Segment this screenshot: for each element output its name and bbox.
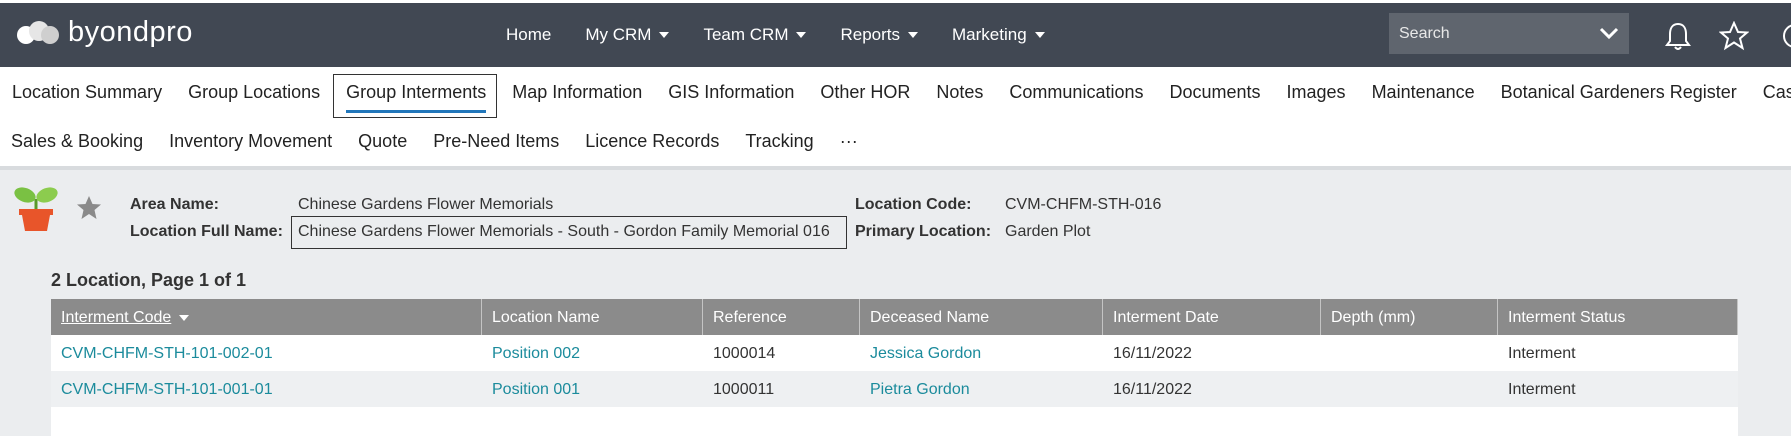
field-value: Chinese Gardens Flower Memorials - South…: [298, 223, 830, 240]
tab[interactable]: Location Summary: [12, 82, 163, 102]
header-label: Reference: [713, 309, 787, 326]
sort-arrow[interactable]: [179, 314, 190, 321]
table-cell: Interment: [1508, 345, 1576, 362]
column-header: Depth (mm): [1321, 299, 1498, 335]
nav-caret: [796, 32, 807, 38]
nav-label: Home: [506, 25, 552, 44]
header-label: Deceased Name: [870, 309, 990, 326]
nav-item[interactable]: Team CRM: [703, 25, 807, 45]
table-row: [51, 335, 1738, 371]
tab-row: Sales & Booking Inventory Movement Quote Pr…: [11, 131, 858, 152]
top-bar: byondpro Home My CRM Team CRM Reports Market…: [0, 3, 1791, 67]
tab[interactable]: Licence Records: [585, 131, 720, 151]
nav-item[interactable]: My CRM: [585, 25, 670, 45]
tab[interactable]: Cases: [1762, 82, 1791, 102]
table-link[interactable]: CVM-CHFM-STH-101-002-01: [61, 345, 273, 362]
tab[interactable]: Sales & Booking: [11, 131, 144, 151]
header-label: Interment Status: [1508, 309, 1626, 326]
nav-caret: [659, 32, 670, 38]
interments-table: Interment Code Location Name Reference Dece…: [51, 299, 1738, 436]
favorites-icon[interactable]: [1719, 21, 1749, 51]
table-cell: 16/11/2022: [1113, 381, 1192, 398]
tab[interactable]: Images: [1286, 82, 1346, 102]
tab[interactable]: ···: [839, 131, 858, 151]
table-cell: Interment: [1508, 381, 1576, 398]
nav-label: Marketing: [952, 25, 1027, 44]
nav-label: Reports: [840, 25, 901, 44]
column-header: Interment Date: [1103, 299, 1321, 335]
plant-icon: [14, 187, 58, 231]
nav-item[interactable]: Reports: [840, 25, 919, 45]
field-label: Location Full Name:: [130, 223, 283, 240]
nav-caret: [908, 32, 919, 38]
tab[interactable]: Documents: [1169, 82, 1261, 102]
column-header: Deceased Name: [860, 299, 1103, 335]
tab[interactable]: GIS Information: [668, 82, 795, 102]
table-row: [51, 371, 1738, 407]
tab[interactable]: Communications: [1009, 82, 1144, 102]
field-label: Area Name:: [130, 196, 219, 213]
tab[interactable]: Pre-Need Items: [433, 131, 560, 151]
tab[interactable]: Inventory Movement: [169, 131, 333, 151]
field-label: Location Code:: [855, 196, 972, 213]
logo-text: byondpro: [68, 16, 193, 48]
field-label: Primary Location:: [855, 223, 992, 240]
tab[interactable]: Group Interments: [333, 74, 498, 118]
logo[interactable]: byondpro: [16, 16, 193, 49]
tab-row: Location Summary Group Locations Group Int…: [12, 74, 1791, 118]
nav-label: Team CRM: [703, 25, 789, 44]
nav-caret: [1034, 32, 1045, 38]
column-header: Interment Status: [1498, 299, 1738, 335]
logo-icon: [17, 20, 59, 44]
column-header: Reference: [703, 299, 860, 335]
field-value: Chinese Gardens Flower Memorials: [298, 196, 554, 213]
search-dropdown[interactable]: [1599, 25, 1619, 41]
nav-item[interactable]: Home: [506, 25, 551, 45]
table-link[interactable]: CVM-CHFM-STH-101-001-01: [61, 381, 273, 398]
main-nav: Home My CRM Team CRM Reports Marketing: [506, 3, 1045, 67]
header-label: Interment Code: [61, 309, 172, 326]
tab[interactable]: Botanical Gardeners Register: [1500, 82, 1737, 102]
page-count: 2 Location, Page 1 of 1: [51, 270, 247, 290]
table-cell: 1000011: [713, 381, 775, 398]
column-header: Location Name: [482, 299, 703, 335]
table-link[interactable]: Pietra Gordon: [870, 381, 970, 398]
header-label: Interment Date: [1113, 309, 1219, 326]
notifications-icon[interactable]: [1664, 21, 1692, 51]
table-link[interactable]: Position 002: [492, 345, 581, 362]
tab[interactable]: Other HOR: [820, 82, 911, 102]
table-cell: 16/11/2022: [1113, 345, 1192, 362]
nav-item[interactable]: Marketing: [952, 25, 1045, 45]
nav-label: My CRM: [585, 25, 652, 44]
tab[interactable]: Map Information: [512, 82, 643, 102]
header-label: Depth (mm): [1331, 309, 1416, 326]
field-value: Garden Plot: [1005, 223, 1091, 240]
tab[interactable]: Quote: [358, 131, 408, 151]
separator: [0, 166, 1791, 170]
column-header[interactable]: Interment Code: [51, 299, 482, 335]
tab[interactable]: Group Locations: [188, 82, 321, 102]
field-value: CVM-CHFM-STH-016: [1005, 196, 1162, 213]
table-link[interactable]: Jessica Gordon: [870, 345, 982, 362]
tab[interactable]: Tracking: [745, 131, 814, 151]
search-box[interactable]: Search: [1389, 13, 1629, 54]
favorite-star[interactable]: [76, 195, 102, 221]
tab[interactable]: Notes: [936, 82, 984, 102]
search-placeholder: Search: [1399, 25, 1450, 42]
table-cell: 1000014: [713, 345, 776, 362]
user-icon[interactable]: [1782, 23, 1791, 49]
table-link[interactable]: Position 001: [492, 381, 581, 398]
tab[interactable]: Maintenance: [1371, 82, 1475, 102]
full-name-box: [291, 216, 847, 249]
header-label: Location Name: [492, 309, 600, 326]
